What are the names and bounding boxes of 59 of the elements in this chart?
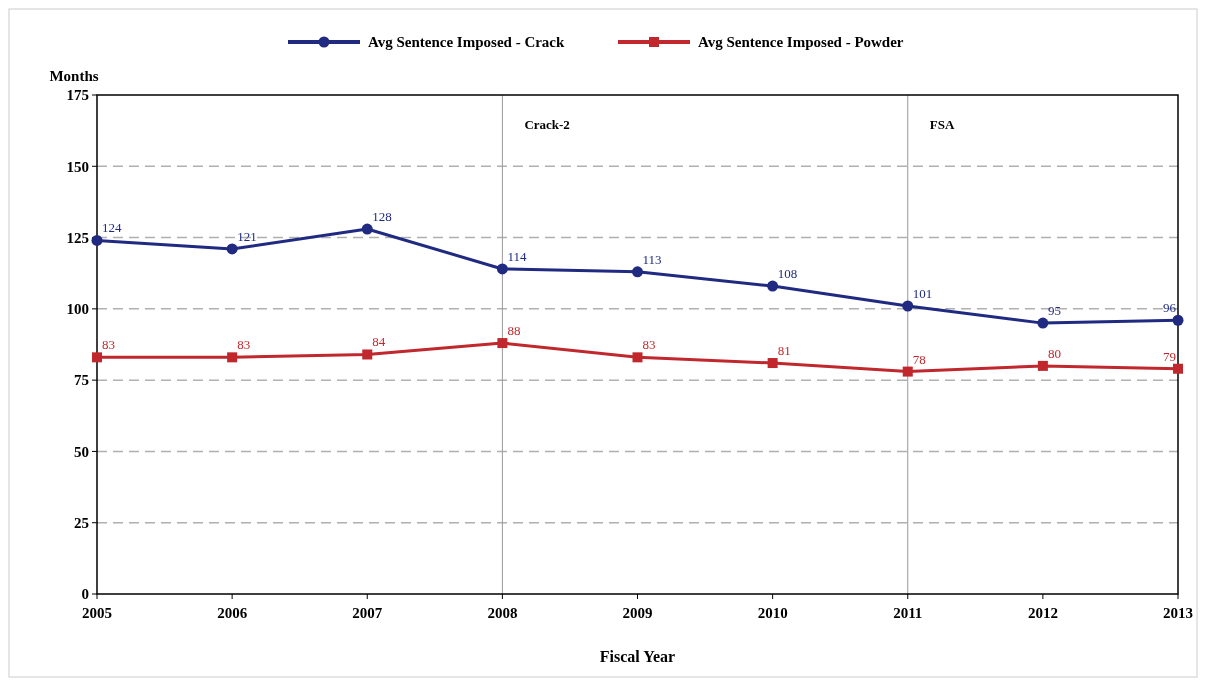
point — [1172, 314, 1184, 326]
data-label: 101 — [912, 286, 933, 302]
x-tick-label: 2007 — [352, 605, 383, 621]
y-tick-label: 175 — [66, 87, 89, 104]
data-label: 83 — [102, 337, 115, 353]
data-label: 83 — [642, 337, 656, 353]
point — [227, 352, 238, 363]
x-tick-label: 2009 — [622, 605, 653, 621]
y-axis-title: Months — [49, 68, 99, 84]
data-label: 79 — [1163, 348, 1176, 364]
x-tick-label: 2013 — [1163, 605, 1193, 621]
data-label: 78 — [912, 351, 926, 367]
y-tick-label: 50 — [74, 443, 89, 460]
y-tick-label: 100 — [66, 301, 89, 318]
point — [902, 366, 913, 377]
data-label: 84 — [372, 334, 386, 350]
x-tick-label: 2011 — [893, 605, 923, 621]
point — [497, 338, 508, 349]
data-label: 80 — [1047, 345, 1061, 361]
point — [767, 358, 778, 369]
data-label: 83 — [237, 337, 251, 353]
point — [632, 266, 643, 278]
y-tick-label: 25 — [74, 514, 89, 531]
x-tick-label: 2006 — [217, 605, 248, 621]
data-label: 108 — [777, 266, 798, 282]
data-label: 95 — [1047, 303, 1061, 319]
data-label: 81 — [777, 343, 791, 359]
point — [91, 234, 103, 246]
x-tick-label: 2005 — [82, 605, 112, 621]
point — [1173, 363, 1183, 374]
point — [362, 349, 373, 360]
point — [226, 243, 238, 255]
x-tick-label: 2010 — [757, 605, 788, 621]
legend-label: Avg Sentence Imposed - Powder — [698, 34, 904, 51]
data-label: 88 — [507, 323, 521, 339]
x-tick-label: 2012 — [1027, 605, 1058, 621]
legend-label: Avg Sentence Imposed - Crack — [368, 34, 566, 51]
data-label: 113 — [642, 251, 662, 267]
point — [902, 300, 914, 312]
point — [92, 352, 102, 363]
ref-line-label: Crack-2 — [524, 117, 570, 132]
data-label: 121 — [237, 228, 257, 244]
data-label: 114 — [507, 248, 527, 264]
ref-line-label: FSA — [929, 117, 955, 132]
data-label: 96 — [1163, 300, 1177, 316]
y-tick-label: 0 — [81, 586, 89, 603]
x-axis-title: Fiscal Year — [599, 648, 676, 665]
point — [496, 263, 508, 275]
point — [1037, 317, 1049, 329]
x-tick-label: 2008 — [487, 605, 518, 621]
point — [1037, 360, 1048, 371]
point — [767, 280, 779, 292]
y-tick-label: 75 — [74, 372, 89, 389]
y-tick-label: 125 — [66, 229, 89, 246]
data-label: 128 — [372, 209, 392, 225]
point — [361, 223, 373, 235]
data-label: 124 — [102, 220, 122, 236]
point — [632, 352, 643, 363]
y-tick-label: 150 — [66, 158, 89, 175]
